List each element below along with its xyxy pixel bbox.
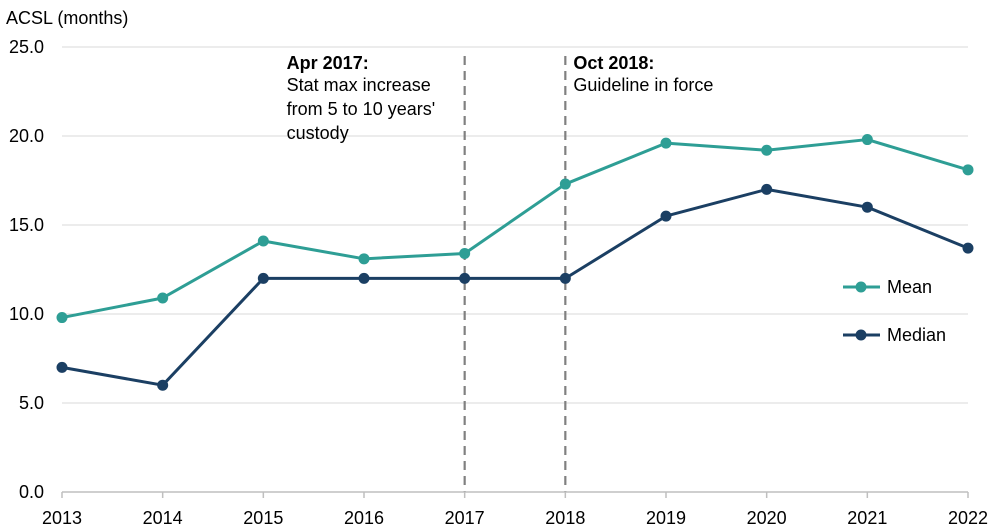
data-point-mean: [358, 253, 370, 265]
x-tick-label: 2020: [747, 508, 787, 528]
x-tick-label: 2021: [847, 508, 887, 528]
data-point-mean: [459, 247, 471, 259]
legend-label-mean: Mean: [887, 277, 932, 297]
legend-marker-mean: [855, 281, 867, 293]
data-point-mean: [962, 164, 974, 176]
series-line-mean: [61, 138, 969, 320]
x-tick-label: 2018: [545, 508, 585, 528]
data-point-median: [257, 272, 269, 284]
series-group: [56, 134, 974, 391]
y-tick-label: 10.0: [9, 304, 44, 324]
x-tick-label: 2015: [243, 508, 283, 528]
y-tick-label: 5.0: [19, 393, 44, 413]
x-tick-label: 2019: [646, 508, 686, 528]
data-point-mean: [861, 134, 873, 146]
y-tick-label: 15.0: [9, 215, 44, 235]
data-point-mean: [559, 178, 571, 190]
data-point-median: [157, 379, 169, 391]
series-line-median: [61, 187, 969, 387]
x-tick-label: 2016: [344, 508, 384, 528]
y-axis-label: ACSL (months): [6, 8, 128, 28]
legend-marker-median: [855, 329, 867, 341]
y-tick-label: 0.0: [19, 482, 44, 502]
data-point-median: [559, 272, 571, 284]
x-tick-label: 2014: [143, 508, 183, 528]
y-tick-label: 20.0: [9, 126, 44, 146]
x-tick-label: 2022: [948, 508, 988, 528]
annotation-text: Stat max increase: [287, 75, 431, 95]
annotation-title: Oct 2018:: [573, 53, 654, 73]
gridlines: [62, 46, 968, 404]
legend-label-median: Median: [887, 325, 946, 345]
data-point-median: [56, 361, 68, 373]
annotation-text: from 5 to 10 years': [287, 99, 436, 119]
data-point-median: [358, 272, 370, 284]
x-tick-label: 2013: [42, 508, 82, 528]
data-point-median: [459, 272, 471, 284]
data-point-mean: [56, 312, 68, 324]
x-tick-label: 2017: [445, 508, 485, 528]
data-point-median: [861, 201, 873, 213]
data-point-mean: [660, 137, 672, 149]
data-point-mean: [761, 144, 773, 156]
data-point-median: [660, 210, 672, 222]
data-point-mean: [257, 235, 269, 247]
y-tick-label: 25.0: [9, 37, 44, 57]
annotation-text: custody: [287, 123, 349, 143]
data-point-median: [761, 183, 773, 195]
data-point-median: [962, 242, 974, 254]
axes: 0.0 5.0 10.0 15.0 20.0 25.0 2013 2014 2015 2016 20…: [9, 37, 988, 528]
annotations: Apr 2017:Stat max increase from 5 to 10 y…: [287, 53, 714, 143]
annotation-text: Guideline in force: [573, 75, 713, 95]
data-point-mean: [157, 292, 169, 304]
annotation-title: Apr 2017:: [287, 53, 369, 73]
legend: Mean Median: [843, 277, 946, 345]
annotation-lines: [463, 56, 567, 492]
